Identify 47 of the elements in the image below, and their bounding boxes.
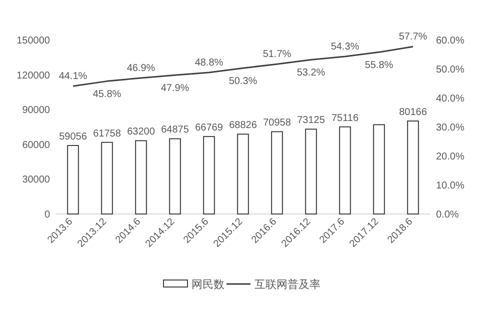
data-label: 50.3% bbox=[228, 76, 258, 88]
data-label: 59056 bbox=[59, 131, 88, 142]
data-label: 68826 bbox=[229, 120, 258, 132]
bar bbox=[407, 120, 419, 214]
legend-label: 网民数 bbox=[192, 279, 224, 291]
y2-tick-label: 10.0% bbox=[436, 180, 464, 192]
bar bbox=[339, 126, 351, 214]
data-label: 51.7% bbox=[262, 49, 292, 60]
bar bbox=[135, 140, 147, 214]
y-tick-label: 90000 bbox=[22, 105, 50, 116]
data-label: 64875 bbox=[161, 124, 190, 136]
data-label: 44.1% bbox=[58, 71, 88, 82]
bar bbox=[373, 124, 385, 214]
y-tick-label: 150000 bbox=[16, 36, 50, 46]
y-tick-label: 0 bbox=[44, 210, 50, 220]
bar bbox=[271, 131, 283, 214]
legend-label: 互联网普及率 bbox=[254, 278, 320, 291]
bar bbox=[67, 144, 79, 214]
y-tick-label: 60000 bbox=[22, 140, 50, 151]
data-label: 54.3% bbox=[330, 42, 360, 53]
data-label: 48.8% bbox=[194, 57, 224, 68]
y2-tick-label: 60.0% bbox=[436, 36, 464, 46]
data-label: 57.7% bbox=[398, 32, 428, 43]
data-label: 70958 bbox=[263, 118, 292, 129]
bar bbox=[101, 142, 113, 214]
data-label: 63200 bbox=[127, 126, 156, 138]
data-label: 53.2% bbox=[296, 68, 326, 79]
data-label: 66769 bbox=[195, 122, 224, 134]
data-label: 55.8% bbox=[364, 60, 394, 72]
bar bbox=[169, 138, 181, 214]
data-label: 45.8% bbox=[92, 89, 122, 100]
bar bbox=[203, 136, 215, 214]
bar bbox=[305, 128, 317, 214]
data-label: 75116 bbox=[331, 112, 359, 124]
data-label: 47.9% bbox=[160, 83, 190, 94]
y-tick-label: 30000 bbox=[22, 174, 50, 186]
data-label: 61758 bbox=[93, 128, 122, 140]
y-tick-label: 120000 bbox=[16, 70, 50, 82]
data-label: 46.9% bbox=[126, 62, 156, 74]
y2-tick-label: 50.0% bbox=[436, 64, 464, 76]
y2-tick-label: 40.0% bbox=[436, 94, 464, 104]
y2-tick-label: 30.0% bbox=[436, 122, 464, 134]
data-label: 73125 bbox=[297, 115, 326, 126]
y2-tick-label: 0.0% bbox=[436, 210, 459, 220]
y2-tick-label: 20.0% bbox=[436, 152, 464, 162]
bar bbox=[237, 134, 249, 214]
data-label: 80166 bbox=[399, 107, 428, 118]
